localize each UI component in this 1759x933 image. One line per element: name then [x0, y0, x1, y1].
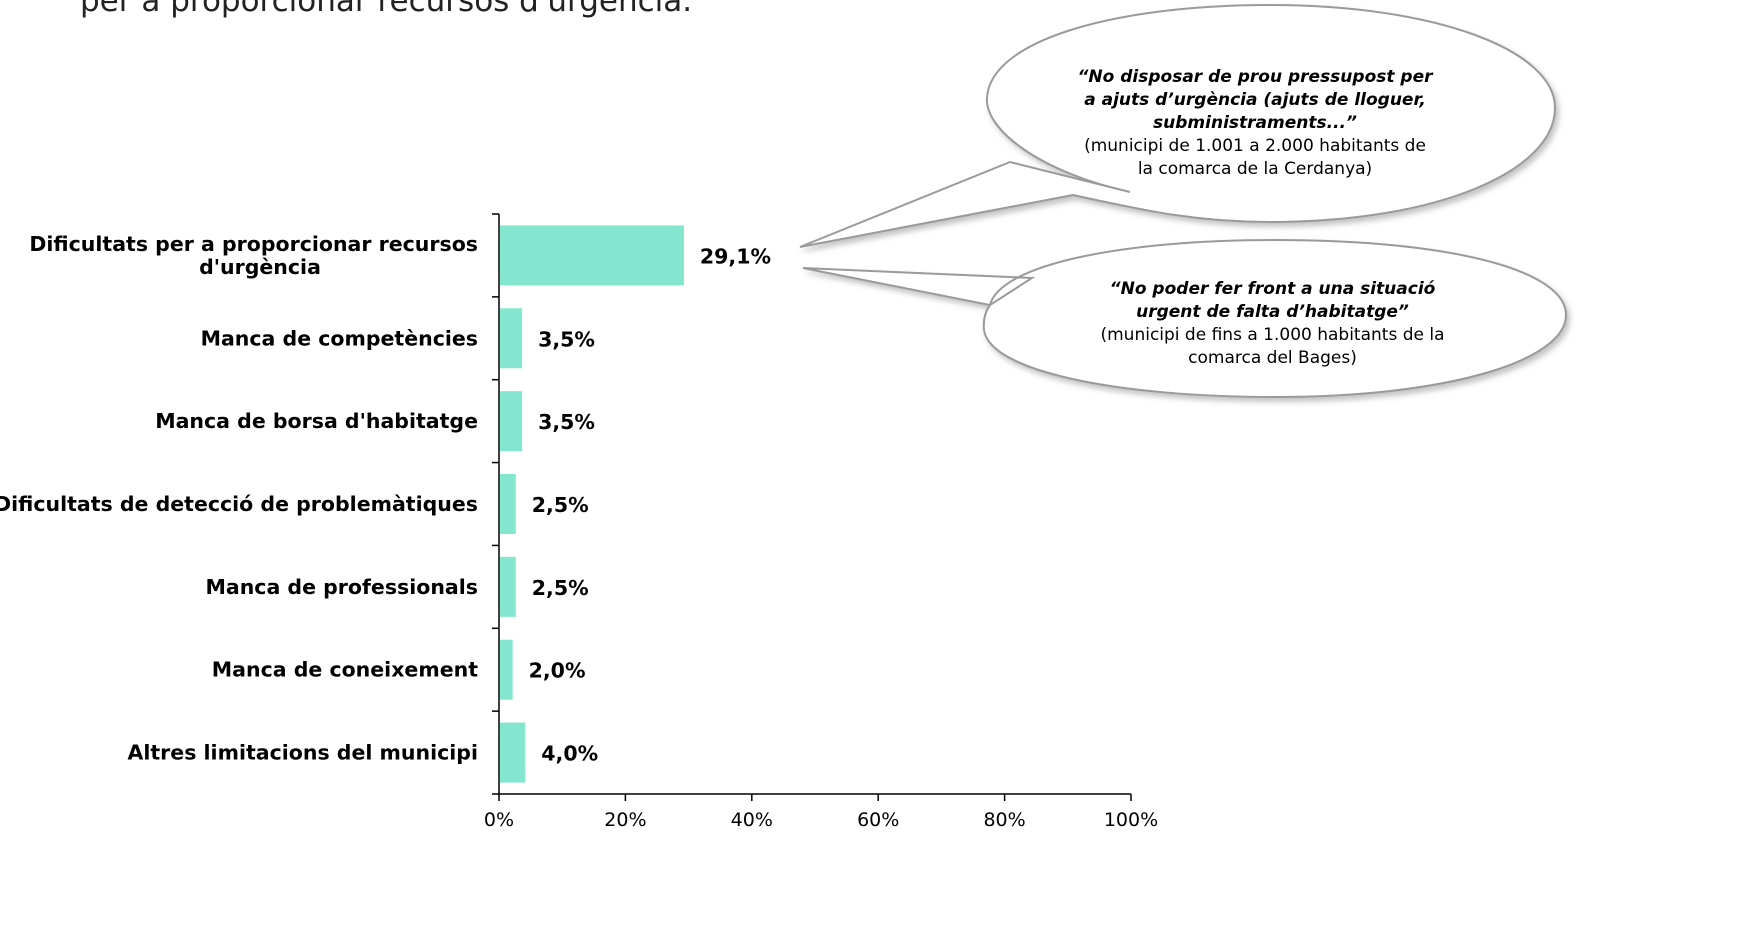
category-label: Dificultats de detecció de problemàtique…: [0, 492, 478, 516]
bar: [500, 391, 523, 452]
callout-shape-1: [799, 3, 1557, 248]
x-tick-label: 0%: [484, 809, 514, 831]
callout-bubble-1: [799, 3, 1557, 248]
bar: [500, 474, 516, 534]
bar-value-label: 29,1%: [700, 244, 771, 268]
bar: [500, 308, 523, 369]
top-text-fragment: per a proporcionar recursos d'urgència.: [80, 0, 693, 19]
category-label: Manca de competències: [201, 326, 478, 350]
category-label: Manca de coneixement: [212, 658, 478, 682]
callout-bubble-2: [802, 238, 1568, 399]
category-label: Dificultats per a proporcionar recursos d…: [29, 232, 478, 279]
bar: [500, 225, 684, 286]
callout-quote-2: “No poder fer front a una situació urgen…: [1109, 279, 1436, 322]
chart-labels: 29,1% Dificultats per a proporcionar recu…: [0, 232, 771, 766]
bar-value-label: 2,5%: [532, 576, 589, 600]
category-label: Manca de borsa d'habitatge: [155, 409, 478, 433]
x-tick-label: 60%: [857, 809, 899, 831]
bar: [500, 556, 516, 617]
callout-source-2: (municipi de fins a 1.000 habitants de l…: [1100, 325, 1445, 368]
bar-value-label: 2,5%: [532, 493, 589, 517]
bar-value-label: 2,0%: [529, 659, 586, 683]
x-tick-label: 40%: [731, 809, 773, 831]
category-label-line: Dificultats per a proporcionar recursos: [29, 232, 478, 256]
x-tick-label: 80%: [983, 809, 1025, 831]
callout-quote-1: “No disposar de prou pressupost per a aj…: [1077, 67, 1433, 133]
bar-value-label: 3,5%: [538, 327, 595, 351]
bar: [500, 639, 513, 700]
chart-axes: 0% 20% 40% 60% 80% 100%: [484, 213, 1158, 831]
callout-source-1: (municipi de 1.001 a 2.000 habitants de …: [1084, 136, 1426, 179]
bar: [500, 722, 526, 783]
chart-bars: [500, 225, 684, 783]
category-label: Altres limitacions del municipi: [127, 741, 478, 765]
category-label-line: d'urgència: [199, 255, 321, 279]
callout-shape-2: [802, 238, 1568, 399]
x-tick-label: 100%: [1104, 809, 1158, 831]
bar-value-label: 4,0%: [541, 742, 598, 766]
callout-text-1: “No disposar de prou pressupost per a aj…: [1075, 66, 1435, 181]
callout-text-2: “No poder fer front a una situació urgen…: [1080, 278, 1465, 370]
bar-value-label: 3,5%: [538, 410, 595, 434]
x-tick-label: 20%: [604, 809, 646, 831]
category-label: Manca de professionals: [205, 575, 478, 599]
